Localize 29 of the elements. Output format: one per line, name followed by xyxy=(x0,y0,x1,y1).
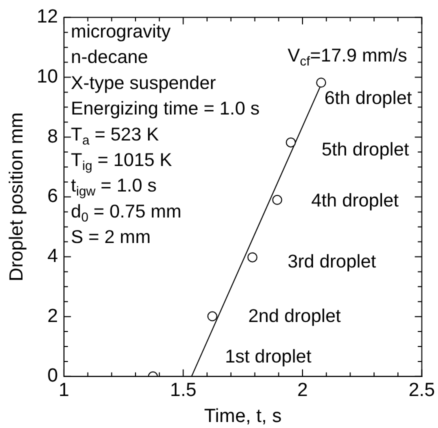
point xyxy=(247,252,258,262)
x-axis-title: Time, t, s xyxy=(204,406,282,427)
x-tick-label: 2.5 xyxy=(408,380,436,402)
annotation: X-type suspender xyxy=(70,72,216,93)
y-tick-label: 0 xyxy=(47,366,58,387)
y-tick-label: 10 xyxy=(36,66,58,88)
x-tick-label: 2 xyxy=(297,380,308,402)
annotation: Energizing time = 1.0 s xyxy=(70,98,260,119)
annotation: 2nd droplet xyxy=(248,304,341,326)
point xyxy=(207,311,218,322)
annotation: microgravity xyxy=(70,20,172,42)
y-tick-label: 12 xyxy=(36,6,58,28)
annotation: 6th droplet xyxy=(324,86,412,108)
x-tick-label: 1.5 xyxy=(170,380,196,402)
x-tick-label: 1 xyxy=(58,380,70,402)
annotation: 1st droplet xyxy=(224,345,312,366)
annotation: 3rd droplet xyxy=(288,250,376,272)
y-axis-title: Droplet position mm xyxy=(6,112,28,282)
point xyxy=(272,194,282,205)
annotation: 4th droplet xyxy=(311,189,399,210)
y-tick-label: 6 xyxy=(47,186,58,208)
y-tick-label: 2 xyxy=(47,306,58,327)
y-tick-label: 4 xyxy=(47,246,58,267)
annotation: 5th droplet xyxy=(322,138,410,160)
annotation: S = 2 mm xyxy=(70,226,151,248)
y-tick-label: 8 xyxy=(47,126,58,148)
point xyxy=(286,137,296,148)
point xyxy=(316,78,326,88)
annotation: n-decane xyxy=(70,46,148,68)
